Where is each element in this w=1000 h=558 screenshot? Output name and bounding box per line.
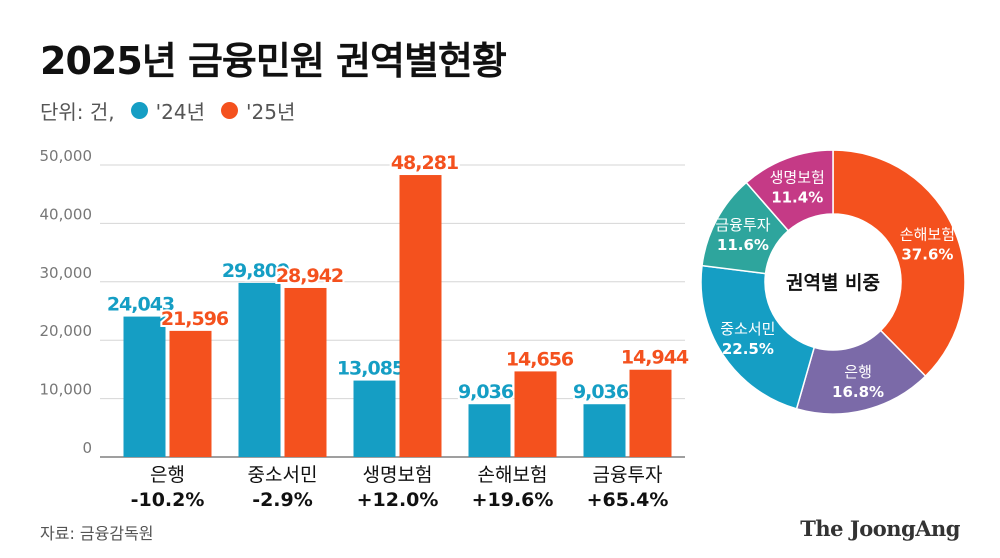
slice-label: 손해보험: [900, 225, 955, 243]
slice-label: 은행: [844, 363, 872, 381]
data-label: 9,036: [458, 381, 514, 403]
legend-swatch-2025: [221, 102, 239, 119]
y-tick-label: 40,000: [40, 205, 93, 223]
change-label: -10.2%: [131, 489, 205, 511]
data-label: 13,085: [337, 358, 404, 380]
x-tick-label: 중소서민: [248, 464, 318, 486]
bar: [468, 404, 511, 457]
pie-slice: [745, 149, 834, 232]
bar: [238, 282, 281, 457]
legend-label-2025: '25년: [246, 100, 296, 124]
data-label: 28,942: [276, 265, 343, 287]
slice-value: 11.4%: [771, 188, 823, 206]
change-label: +12.0%: [357, 489, 439, 511]
pie-slice: [701, 181, 790, 275]
bar: [514, 371, 557, 457]
bar: [353, 380, 396, 457]
slice-label: 금융투자: [715, 216, 770, 234]
bar: [629, 369, 672, 457]
x-tick-label: 은행: [150, 464, 185, 486]
legend-label-2024: '24년: [155, 100, 206, 124]
data-label: 29,809: [222, 260, 289, 282]
legend-swatch-2024: [130, 102, 148, 119]
bar: [399, 175, 442, 458]
data-label: 14,656: [506, 348, 574, 370]
y-tick-label: 20,000: [40, 322, 93, 340]
data-label: 48,281: [391, 152, 458, 174]
x-tick-label: 생명보험: [363, 464, 433, 486]
data-label: 9,036: [573, 381, 629, 403]
bar: [123, 316, 166, 457]
slice-value: 16.8%: [832, 383, 884, 401]
chart-title: 2025년 금융민원 권역별현황: [40, 39, 507, 83]
slice-label: 중소서민: [720, 320, 775, 338]
slice-value: 11.6%: [717, 236, 769, 254]
y-tick-label: 10,000: [40, 381, 93, 399]
slice-label: 생명보험: [770, 168, 825, 186]
change-label: +19.6%: [472, 489, 554, 511]
change-label: +65.4%: [587, 489, 669, 511]
donut-center-label: 권역별 비중: [786, 272, 880, 294]
bar: [583, 404, 626, 457]
source-note: 자료: 금융감독원: [40, 524, 154, 543]
slice-value: 22.5%: [722, 340, 774, 358]
y-tick-label: 30,000: [40, 264, 93, 282]
slice-value: 37.6%: [901, 245, 953, 263]
pie-slice: [795, 329, 927, 415]
unit-label: 단위: 건,: [40, 100, 115, 124]
x-tick-label: 금융투자: [593, 464, 663, 486]
y-tick-label: 50,000: [40, 147, 93, 165]
y-tick-label: 0: [82, 439, 92, 457]
data-label: 21,596: [161, 308, 229, 330]
data-label: 14,944: [621, 347, 689, 369]
x-tick-label: 손해보험: [478, 464, 548, 486]
legend: 단위: 건, '24년 '25년: [40, 96, 295, 125]
bar: [169, 330, 212, 457]
publisher-logo: The JoongAng: [800, 516, 960, 541]
bar-chart: 0 10,000 20,000 30,000 40,000 50,000 24,04321,…: [40, 147, 692, 511]
bar: [284, 287, 327, 457]
change-label: -2.9%: [252, 489, 313, 511]
pie-slice: [700, 264, 816, 410]
pie-slice: [832, 149, 966, 378]
data-label: 24,043: [107, 294, 174, 316]
